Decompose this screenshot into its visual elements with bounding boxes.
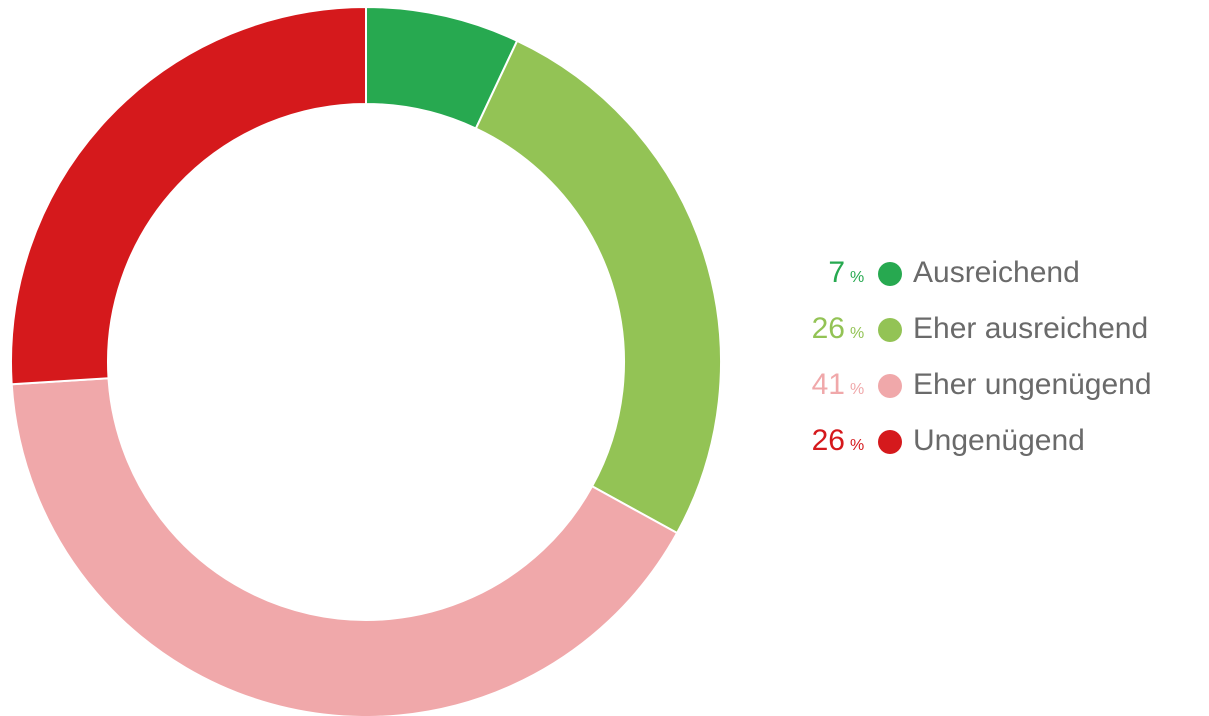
legend-label: Eher ungenügend xyxy=(913,368,1152,401)
legend-value: 7 xyxy=(828,256,845,289)
legend-dot xyxy=(878,262,902,286)
legend-value: 26 xyxy=(812,424,845,457)
legend-dot xyxy=(878,430,902,454)
donut-segment xyxy=(10,377,679,716)
legend-unit: % xyxy=(850,437,864,454)
legend-label: Ausreichend xyxy=(913,256,1080,289)
legend-label: Ungenügend xyxy=(913,424,1085,457)
legend-dot xyxy=(878,318,902,342)
legend-value: 26 xyxy=(812,312,845,345)
legend-unit: % xyxy=(850,325,864,342)
legend-unit: % xyxy=(850,269,864,286)
donut-segment xyxy=(10,5,367,386)
legend-label: Eher ausreichend xyxy=(913,312,1148,345)
legend-unit: % xyxy=(850,381,864,398)
donut-segment xyxy=(474,39,722,535)
legend-dot xyxy=(878,374,902,398)
legend-value: 41 xyxy=(812,368,845,401)
